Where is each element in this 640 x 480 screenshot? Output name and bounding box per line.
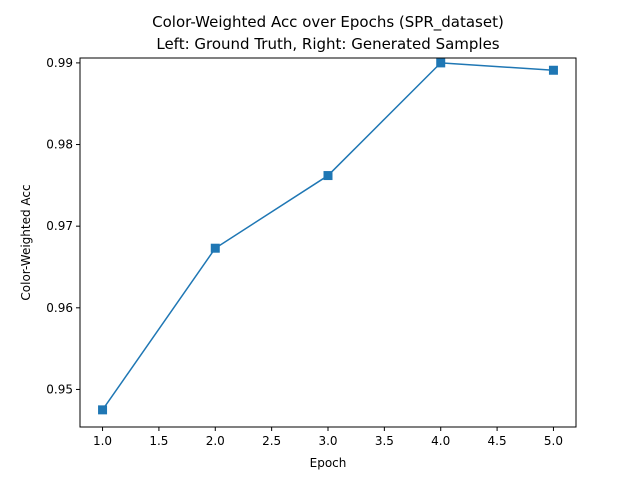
y-axis-label: Color-Weighted Acc <box>19 184 33 300</box>
series-line <box>101 62 554 411</box>
ticks-layer: 1.0 1.5 2.0 2.5 3.0 3.5 4.0 4.5 5.0 0.95 0.96 0.97 0… <box>46 56 563 448</box>
x-tick-label: 3.5 <box>375 434 394 448</box>
y-tick-label: 0.98 <box>46 138 73 152</box>
data-layer <box>98 58 558 415</box>
data-point <box>323 171 333 181</box>
x-tick-label: 4.5 <box>488 434 507 448</box>
x-tick-label: 2.5 <box>262 434 281 448</box>
y-tick-label: 0.97 <box>46 219 73 233</box>
x-axis-label: Epoch <box>310 456 347 470</box>
data-point <box>436 58 446 68</box>
data-point <box>210 243 220 253</box>
y-tick-label: 0.99 <box>46 56 73 70</box>
data-point <box>98 405 108 415</box>
plot-frame <box>79 57 577 428</box>
chart-title-line-1: Color-Weighted Acc over Epochs (SPR_data… <box>152 13 504 32</box>
data-point <box>548 65 558 75</box>
y-tick-label: 0.96 <box>46 301 73 315</box>
x-tick-label: 1.0 <box>93 434 112 448</box>
x-tick-label: 1.5 <box>149 434 168 448</box>
x-tick-label: 2.0 <box>206 434 225 448</box>
x-tick-label: 5.0 <box>544 434 563 448</box>
chart-title-line-2: Left: Ground Truth, Right: Generated Sam… <box>156 35 499 53</box>
y-tick-label: 0.95 <box>46 382 73 396</box>
x-tick-label: 4.0 <box>431 434 450 448</box>
x-tick-label: 3.0 <box>318 434 337 448</box>
